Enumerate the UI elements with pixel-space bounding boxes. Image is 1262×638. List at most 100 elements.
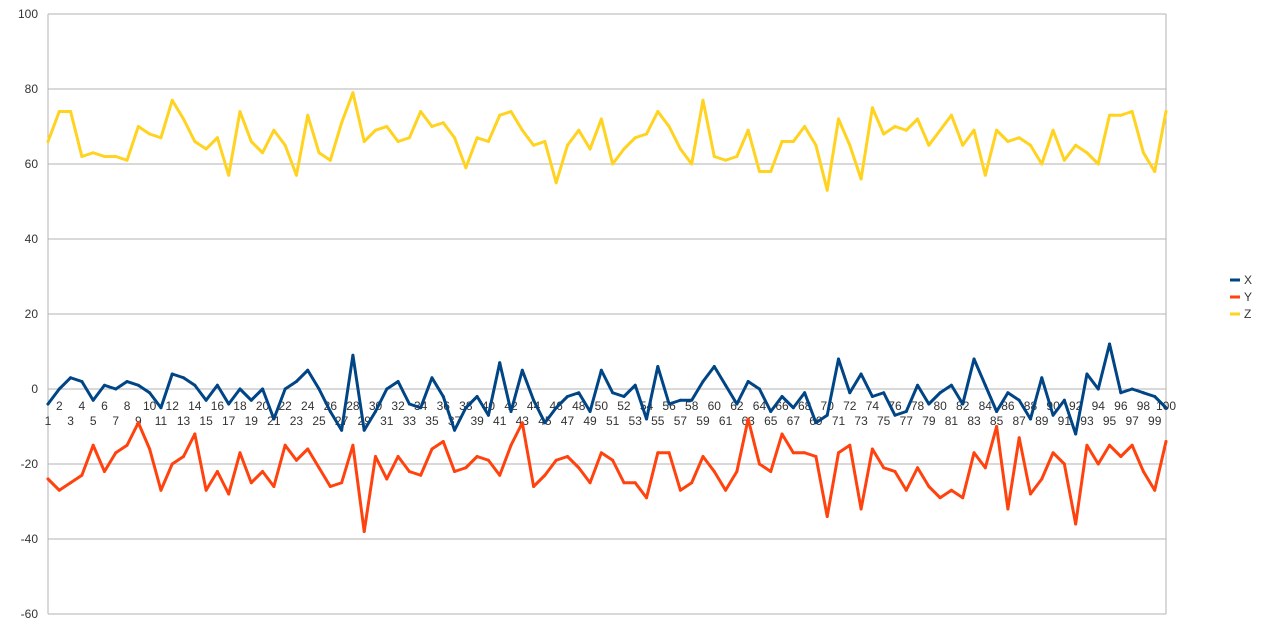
data-point-y — [272, 485, 276, 488]
data-point-x — [498, 361, 502, 365]
data-point-z — [204, 147, 208, 151]
data-point-x — [1074, 432, 1078, 436]
x-tick-label: 97 — [1125, 414, 1139, 428]
data-point-x — [159, 406, 163, 410]
data-point-y — [362, 530, 366, 533]
data-point-z — [1074, 143, 1078, 147]
y-tick-label: 20 — [25, 307, 39, 321]
data-point-y — [735, 470, 739, 473]
data-point-x — [735, 402, 739, 406]
data-point-x — [294, 380, 298, 383]
data-point-y — [949, 488, 953, 492]
data-point-x — [701, 380, 705, 383]
data-point-z — [148, 132, 152, 136]
data-point-y — [102, 470, 106, 473]
data-point-z — [667, 125, 671, 128]
x-tick-label: 94 — [1092, 399, 1106, 413]
data-point-y — [317, 466, 321, 470]
x-tick-label: 43 — [516, 414, 530, 428]
data-point-x — [509, 410, 513, 413]
data-point-y — [859, 507, 863, 511]
data-point-z — [1017, 136, 1021, 140]
data-point-z — [554, 181, 558, 185]
data-point-x — [328, 410, 332, 413]
data-point-x — [407, 402, 411, 406]
x-tick-label: 5 — [90, 414, 97, 428]
data-point-z — [80, 155, 84, 158]
data-point-y — [916, 466, 920, 470]
data-point-z — [949, 113, 953, 117]
data-point-y — [215, 470, 219, 473]
data-point-z — [565, 143, 569, 147]
data-point-z — [407, 136, 411, 140]
data-point-z — [1096, 162, 1100, 166]
x-tick-label: 16 — [211, 399, 225, 413]
data-point-y — [532, 485, 536, 488]
data-point-x — [396, 380, 400, 383]
data-point-y — [803, 451, 807, 455]
data-point-y — [328, 485, 332, 488]
data-point-y — [182, 455, 186, 458]
data-point-x — [848, 391, 852, 395]
x-tick-label: 62 — [730, 399, 744, 413]
data-point-z — [486, 140, 490, 143]
data-point-z — [1130, 110, 1134, 113]
data-point-y — [599, 451, 603, 455]
data-point-z — [340, 121, 344, 125]
legend-label-x: X — [1244, 273, 1252, 287]
x-tick-label: 77 — [900, 414, 914, 428]
data-point-z — [441, 121, 445, 125]
data-point-z — [938, 128, 942, 132]
data-point-y — [136, 421, 140, 425]
data-point-z — [182, 117, 186, 121]
x-tick-label: 85 — [990, 414, 1004, 428]
legend-label-z: Z — [1244, 307, 1251, 321]
data-point-x — [249, 398, 253, 402]
data-point-z — [114, 155, 118, 158]
x-tick-label: 22 — [278, 399, 292, 413]
data-point-z — [1164, 110, 1168, 113]
x-tick-label: 15 — [199, 414, 213, 428]
data-point-z — [859, 177, 863, 181]
data-point-y — [1062, 462, 1066, 466]
data-point-y — [565, 455, 569, 458]
data-point-y — [870, 447, 874, 451]
data-point-y — [46, 477, 50, 481]
data-point-x — [1119, 391, 1123, 395]
data-point-z — [294, 173, 298, 177]
x-tick-label: 9 — [135, 414, 142, 428]
data-point-x — [972, 357, 976, 361]
data-point-x — [261, 387, 265, 391]
x-tick-label: 53 — [629, 414, 643, 428]
data-point-z — [317, 151, 321, 155]
x-tick-label: 61 — [719, 414, 733, 428]
data-point-z — [351, 91, 355, 95]
data-point-x — [227, 402, 231, 406]
x-tick-label: 93 — [1080, 414, 1094, 428]
data-point-y — [407, 470, 411, 473]
x-tick-label: 17 — [222, 414, 236, 428]
data-point-z — [306, 113, 310, 117]
data-point-x — [1141, 391, 1145, 395]
x-tick-label: 81 — [945, 414, 959, 428]
data-point-z — [645, 132, 649, 136]
x-tick-label: 87 — [1013, 414, 1027, 428]
x-tick-label: 25 — [312, 414, 326, 428]
data-point-z — [238, 110, 242, 113]
data-point-z — [735, 155, 739, 158]
y-tick-label: -60 — [21, 607, 39, 621]
data-point-y — [577, 466, 581, 470]
data-point-x — [543, 421, 547, 425]
data-point-z — [1051, 128, 1055, 132]
x-tick-label: 73 — [854, 414, 868, 428]
y-tick-label: 0 — [31, 382, 38, 396]
data-point-y — [453, 470, 457, 473]
data-point-z — [385, 125, 389, 128]
data-point-x — [859, 372, 863, 376]
data-point-x — [757, 387, 761, 391]
legend-label-y: Y — [1244, 290, 1252, 304]
data-point-x — [577, 391, 581, 395]
x-tick-label: 4 — [79, 399, 86, 413]
y-axis-tick-labels: -60 -40 -20 0 20 40 60 80 100 — [18, 7, 38, 621]
data-point-z — [678, 147, 682, 151]
